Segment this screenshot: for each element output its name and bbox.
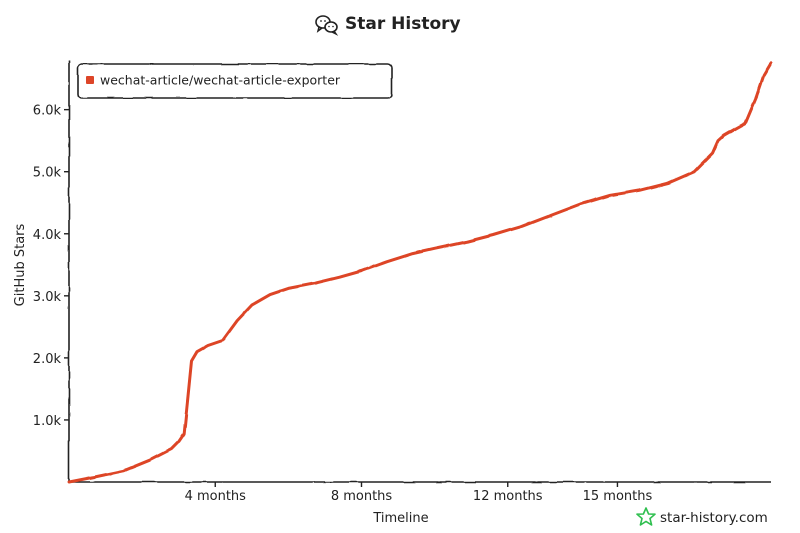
x-tick-label: 8 months — [331, 489, 393, 504]
y-axis-label: GitHub Stars — [13, 223, 28, 306]
chart-header: Star History — [315, 14, 461, 36]
y-tick-label: 5.0k — [33, 166, 62, 181]
legend: wechat-article/wechat-article-exporter — [77, 63, 393, 99]
x-tick-label: 4 months — [185, 489, 247, 504]
y-tick-label: 2.0k — [33, 352, 62, 367]
axes — [68, 60, 771, 483]
legend-label: wechat-article/wechat-article-exporter — [100, 73, 341, 88]
series-line — [67, 61, 773, 484]
x-ticks: 4 months 8 months 12 months 15 months — [185, 482, 653, 504]
y-tick-label: 6.0k — [33, 104, 62, 119]
legend-swatch — [86, 76, 94, 84]
chart-title: Star History — [345, 14, 461, 34]
x-axis-label: Timeline — [372, 511, 428, 526]
star-logo-icon — [636, 507, 656, 526]
series-layer — [67, 61, 773, 484]
legend-box — [77, 63, 393, 99]
y-ticks: 1.0k 2.0k 3.0k 4.0k 5.0k 6.0k — [33, 104, 69, 429]
x-tick-label: 12 months — [473, 489, 543, 504]
watermark: star-history.com — [636, 507, 768, 526]
wechat-icon — [315, 15, 339, 36]
watermark-text: star-history.com — [660, 510, 768, 526]
y-tick-label: 4.0k — [33, 228, 62, 243]
y-tick-label: 3.0k — [33, 290, 62, 305]
y-tick-label: 1.0k — [33, 414, 62, 429]
x-tick-label: 15 months — [583, 489, 653, 504]
